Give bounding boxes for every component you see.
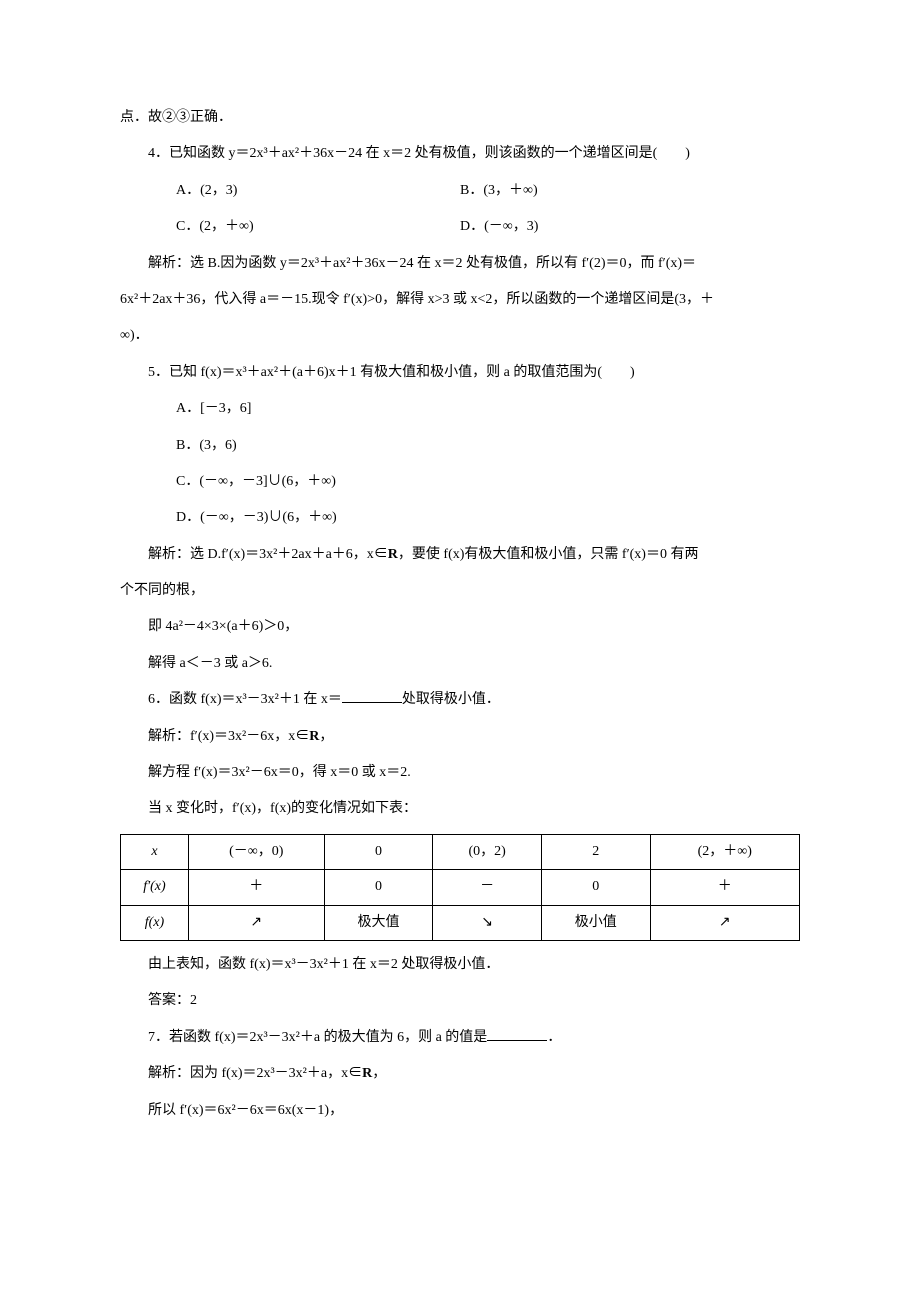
q6-stem-b: 处取得极小值．: [402, 692, 500, 707]
table-cell: ↘: [433, 905, 542, 940]
blank-underline: [487, 1026, 547, 1041]
q6-solution-line2: 解方程 f′(x)＝3x²－6x＝0，得 x＝0 或 x＝2.: [120, 755, 800, 791]
real-set-bold: R: [309, 729, 319, 744]
q5-sol1-b: ，要使 f(x)有极大值和极小值，只需 f′(x)＝0 有两: [398, 547, 699, 562]
q5-solution-line2: 个不同的根，: [120, 573, 800, 609]
q4-solution-line1: 解析：选 B.因为函数 y＝2x³＋ax²＋36x－24 在 x＝2 处有极值，…: [120, 246, 800, 282]
real-set-bold: R: [362, 1066, 372, 1081]
table-fprime-row: f′(x) ＋ 0 － 0 ＋: [121, 870, 800, 905]
table-row-label: f(x): [121, 905, 189, 940]
arrow-up-icon: ↗: [250, 915, 262, 930]
q4-options-row1: A．(2，3) B．(3，＋∞): [120, 173, 800, 209]
q5-solution-line3: 即 4a²－4×3×(a＋6)＞0，: [120, 609, 800, 645]
q5-option-a: A．[－3，6]: [120, 391, 800, 427]
q6-sol1-b: ，: [319, 729, 333, 744]
table-cell: －: [433, 870, 542, 905]
table-cell: ↗: [188, 905, 324, 940]
table-cell: 0: [541, 870, 650, 905]
q7-stem-a: 7．若函数 f(x)＝2x³－3x²＋a 的极大值为 6，则 a 的值是: [148, 1030, 487, 1045]
q6-after-table: 由上表知，函数 f(x)＝x³－3x²＋1 在 x＝2 处取得极小值．: [120, 947, 800, 983]
q5-option-c: C．(－∞，－3]∪(6，＋∞): [120, 464, 800, 500]
table-header-cell: (2，＋∞): [650, 834, 799, 869]
arrow-down-icon: ↘: [481, 915, 493, 930]
q4-option-b: B．(3，＋∞): [460, 173, 800, 209]
variation-table: x (－∞，0) 0 (0，2) 2 (2，＋∞) f′(x) ＋ 0 － 0 …: [120, 834, 800, 941]
q4-solution-line3: ∞)．: [120, 318, 800, 354]
q7-solution-line2: 所以 f′(x)＝6x²－6x＝6x(x－1)，: [120, 1093, 800, 1129]
q5-option-b: B．(3，6): [120, 428, 800, 464]
blank-underline: [342, 688, 402, 703]
q4-option-c: C．(2，＋∞): [120, 209, 460, 245]
continuation-line: 点．故②③正确．: [120, 100, 800, 136]
q4-solution-line2: 6x²＋2ax＋36，代入得 a＝－15.现令 f′(x)>0，解得 x>3 或…: [120, 282, 800, 318]
table-header-cell: 2: [541, 834, 650, 869]
table-f-row: f(x) ↗ 极大值 ↘ 极小值 ↗: [121, 905, 800, 940]
q6-solution-line1: 解析：f′(x)＝3x²－6x，x∈R，: [120, 719, 800, 755]
table-cell: 极大值: [324, 905, 433, 940]
q5-solution-line4: 解得 a＜－3 或 a＞6.: [120, 646, 800, 682]
table-cell: ＋: [188, 870, 324, 905]
real-set-bold: R: [388, 547, 398, 562]
table-cell: 极小值: [541, 905, 650, 940]
table-header-row: x (－∞，0) 0 (0，2) 2 (2，＋∞): [121, 834, 800, 869]
table-header-cell: x: [121, 834, 189, 869]
q7-sol1-b: ，: [372, 1066, 386, 1081]
q5-option-d: D．(－∞，－3)∪(6，＋∞): [120, 500, 800, 536]
q4-option-a: A．(2，3): [120, 173, 460, 209]
q5-solution-line1: 解析：选 D.f′(x)＝3x²＋2ax＋a＋6，x∈R，要使 f(x)有极大值…: [120, 537, 800, 573]
q6-sol1-a: 解析：f′(x)＝3x²－6x，x∈: [148, 729, 309, 744]
q6-solution-line3: 当 x 变化时，f′(x)，f(x)的变化情况如下表：: [120, 791, 800, 827]
table-cell: 0: [324, 870, 433, 905]
table-header-cell: (0，2): [433, 834, 542, 869]
q7-stem: 7．若函数 f(x)＝2x³－3x²＋a 的极大值为 6，则 a 的值是 ．: [120, 1020, 800, 1056]
table-row-label: f′(x): [121, 870, 189, 905]
q7-stem-b: ．: [547, 1030, 561, 1045]
table-cell: ＋: [650, 870, 799, 905]
q4-option-d: D．(－∞，3): [460, 209, 800, 245]
q7-solution-line1: 解析：因为 f(x)＝2x³－3x²＋a，x∈R，: [120, 1056, 800, 1092]
q4-options-row2: C．(2，＋∞) D．(－∞，3): [120, 209, 800, 245]
table-header-cell: 0: [324, 834, 433, 869]
q5-stem: 5．已知 f(x)＝x³＋ax²＋(a＋6)x＋1 有极大值和极小值，则 a 的…: [120, 355, 800, 391]
arrow-up-icon: ↗: [719, 915, 731, 930]
q6-stem-a: 6．函数 f(x)＝x³－3x²＋1 在 x＝: [148, 692, 342, 707]
table-cell: ↗: [650, 905, 799, 940]
q6-answer: 答案：2: [120, 983, 800, 1019]
q6-stem: 6．函数 f(x)＝x³－3x²＋1 在 x＝ 处取得极小值．: [120, 682, 800, 718]
q7-sol1-a: 解析：因为 f(x)＝2x³－3x²＋a，x∈: [148, 1066, 362, 1081]
q5-sol1-a: 解析：选 D.f′(x)＝3x²＋2ax＋a＋6，x∈: [148, 547, 388, 562]
table-header-cell: (－∞，0): [188, 834, 324, 869]
q4-stem: 4．已知函数 y＝2x³＋ax²＋36x－24 在 x＝2 处有极值，则该函数的…: [120, 136, 800, 172]
